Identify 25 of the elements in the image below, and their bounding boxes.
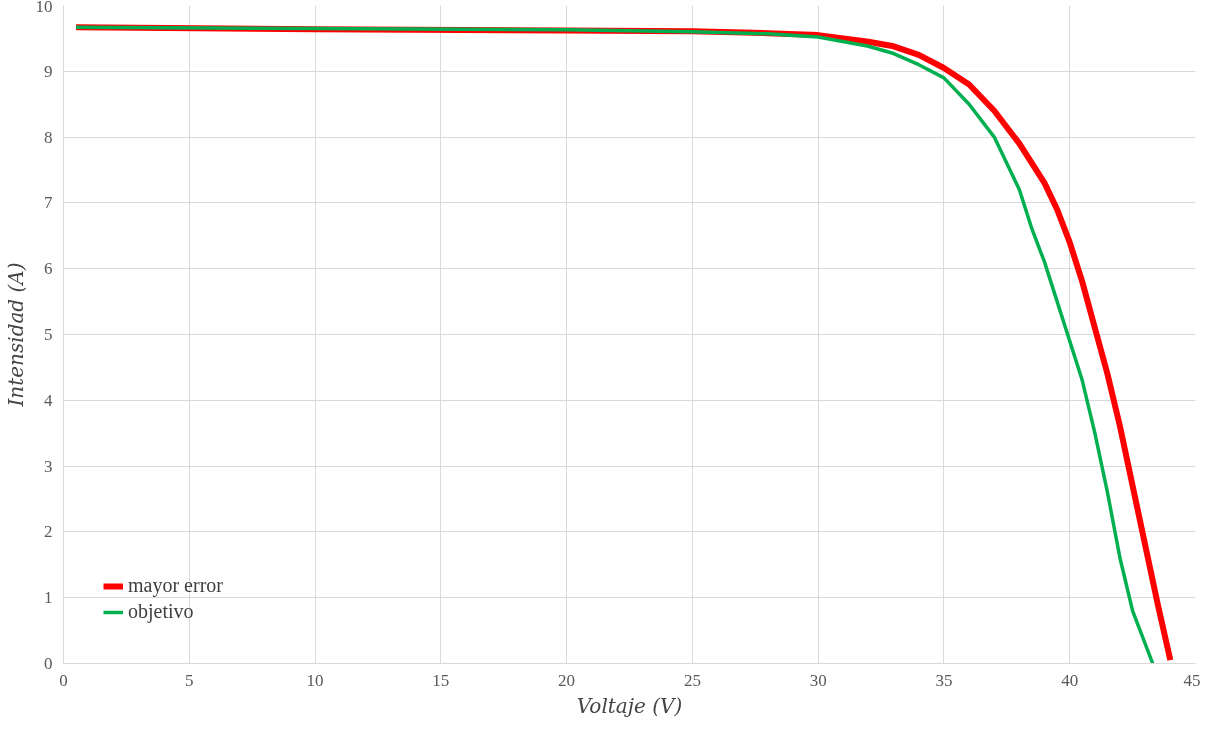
- x-tick-label: 35: [935, 670, 953, 690]
- y-tick-label: 3: [44, 456, 53, 476]
- legend-label: mayor error: [128, 574, 223, 597]
- y-tick-label: 0: [44, 654, 53, 673]
- x-axis-title: Voltaje (V): [576, 693, 683, 718]
- legend-label: objetivo: [128, 600, 194, 623]
- x-tick-label: 25: [683, 670, 701, 690]
- y-tick-label: 7: [44, 193, 53, 213]
- y-tick-label: 4: [44, 390, 53, 410]
- x-tick-label: 45: [1183, 670, 1201, 690]
- y-tick-label: 6: [44, 259, 53, 279]
- y-tick-label: 10: [35, 0, 53, 16]
- y-tick-label: 2: [44, 522, 53, 542]
- x-tick-label: 0: [59, 670, 68, 690]
- y-axis-title: Intensidad (A): [3, 262, 28, 408]
- x-tick-label: 10: [306, 670, 324, 690]
- y-tick-label: 1: [44, 588, 53, 608]
- x-tick-label: 20: [558, 670, 576, 690]
- x-tick-label: 30: [809, 670, 827, 690]
- x-tick-label: 40: [1061, 670, 1079, 690]
- y-tick-label: 9: [44, 61, 53, 81]
- y-tick-label: 5: [44, 325, 53, 344]
- y-tick-label: 8: [44, 127, 53, 147]
- x-tick-label: 15: [432, 670, 450, 690]
- x-tick-label: 5: [185, 670, 194, 690]
